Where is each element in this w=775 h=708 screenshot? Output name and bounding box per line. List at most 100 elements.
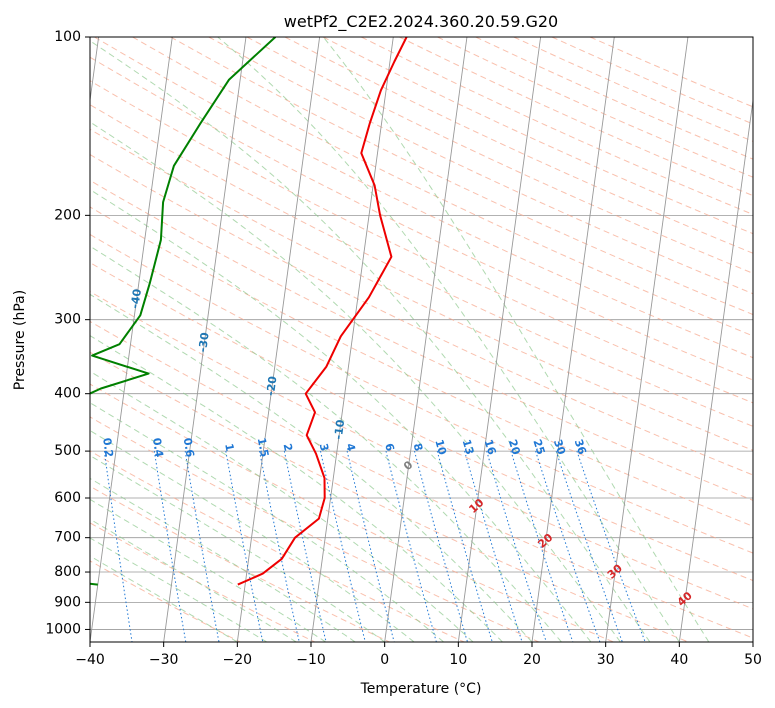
moist-adiabat <box>90 245 562 642</box>
mixing-ratio-label: 1.5 <box>255 437 272 459</box>
y-tick-label: 200 <box>54 207 81 223</box>
dry-adiabat <box>90 128 753 451</box>
isotherm-line <box>678 97 753 642</box>
mixing-ratio-label: 25 <box>530 438 547 457</box>
y-tick-label: 1000 <box>45 621 81 637</box>
mixing-ratio-label: 36 <box>572 438 589 457</box>
mixing-ratio-line <box>225 451 264 642</box>
x-tick-label: −20 <box>223 652 253 668</box>
mixing-ratio-label: 0.4 <box>150 437 166 459</box>
dry-adiabat <box>90 262 753 582</box>
isotherm-line <box>163 37 247 642</box>
mixing-ratio-line <box>464 450 523 642</box>
mixing-ratio-label: 13 <box>460 438 477 456</box>
y-axis-title: Pressure (hPa) <box>12 290 28 390</box>
y-tick-label: 400 <box>54 386 81 402</box>
mixing-ratio-label: 6 <box>382 442 397 453</box>
mixing-ratio-lines <box>103 450 646 642</box>
x-tick-label: −10 <box>296 652 326 668</box>
mixing-ratio-line <box>346 450 395 642</box>
moist-adiabat <box>90 121 621 642</box>
y-axis-ticks: 100 200 300 400 500 600 700 800 900 1000 <box>45 29 90 637</box>
moist-adiabat <box>90 40 651 642</box>
mixing-ratio-label: 0.6 <box>181 437 197 459</box>
x-tick-label: 30 <box>597 652 615 668</box>
x-axis-title: Temperature (°C) <box>360 681 482 697</box>
isotherms <box>90 37 753 642</box>
x-tick-label: 0 <box>380 652 389 668</box>
isotherm-label: -40 <box>128 288 144 310</box>
mixing-ratio-line <box>486 450 547 642</box>
moist-adiabat <box>90 537 268 642</box>
mixing-ratio-line <box>555 450 623 642</box>
mixing-ratio-line <box>535 450 601 642</box>
mixing-ratio-label: 4 <box>343 442 357 453</box>
dry-adiabat <box>90 179 753 501</box>
mixing-ratio-label: 20 <box>506 438 523 457</box>
mixing-ratio-label: 30 <box>551 438 568 457</box>
moist-adiabat <box>90 555 238 642</box>
isotherm-line <box>531 37 615 642</box>
mixing-ratio-line <box>436 450 493 642</box>
mixing-ratio-line <box>320 450 366 642</box>
x-tick-label: 20 <box>523 652 541 668</box>
mixing-ratio-label: 3 <box>317 442 331 452</box>
reference-line-labels: 0.10.20.40.611.52346810131620253036-100-… <box>100 288 695 609</box>
mixing-ratio-line <box>283 450 327 642</box>
y-tick-label: 900 <box>54 594 81 610</box>
mixing-ratio-line <box>259 451 300 642</box>
isotherm-label: -30 <box>196 331 212 353</box>
dry-adiabat <box>90 450 465 642</box>
x-tick-label: −30 <box>149 652 179 668</box>
mixing-ratio-label: 16 <box>482 438 499 457</box>
y-tick-label: 800 <box>54 564 81 580</box>
pressure-gridlines <box>90 37 753 630</box>
mixing-ratio-label: 2 <box>281 442 295 452</box>
y-tick-label: 600 <box>54 490 81 506</box>
mixing-ratio-line <box>103 451 133 642</box>
isotherm-label: -20 <box>264 375 280 397</box>
mixing-ratio-line <box>414 450 468 642</box>
isotherm-line <box>384 37 468 642</box>
moist-adiabat <box>90 402 444 642</box>
isotherm-line <box>605 37 689 642</box>
dry-adiabat <box>90 104 753 427</box>
plot-area: 0.10.20.40.611.52346810131620253036-100-… <box>90 37 753 642</box>
moist-adiabat <box>90 293 533 642</box>
mixing-ratio-label: 0.2 <box>100 437 116 458</box>
dry-adiabat <box>90 522 315 642</box>
temperature-line <box>237 37 408 586</box>
moist-adiabat <box>90 335 503 642</box>
dry-adiabat <box>90 233 753 554</box>
mixing-ratio-label: 8 <box>411 442 426 453</box>
y-tick-label: 300 <box>54 312 81 328</box>
dry-adiabat <box>90 383 614 642</box>
x-tick-label: 40 <box>670 652 688 668</box>
x-axis-ticks: −40 −30 −20 −10 0 10 20 30 40 50 <box>75 642 762 668</box>
y-tick-label: 100 <box>54 29 81 45</box>
isotherm-line <box>236 37 321 642</box>
mixing-ratio-line <box>510 450 574 642</box>
dry-adiabat <box>90 153 753 476</box>
chart-title: wetPf2_C2E2.2024.360.20.59.G20 <box>284 12 558 32</box>
mixing-ratio-label: 1 <box>222 443 236 453</box>
x-tick-label: 10 <box>449 652 467 668</box>
y-tick-label: 700 <box>54 530 81 546</box>
x-tick-label: −40 <box>75 652 105 668</box>
plot-frame <box>89 36 754 643</box>
mixing-ratio-line <box>385 450 437 642</box>
moist-adiabat <box>90 188 592 642</box>
isotherm-line <box>310 37 394 642</box>
isotherm-line <box>90 37 173 642</box>
moist-adiabat <box>90 477 356 642</box>
x-tick-label: 50 <box>744 652 762 668</box>
dewpoint-line <box>90 37 277 586</box>
dry-adiabat <box>90 416 540 642</box>
isotherm-label: -10 <box>332 418 348 440</box>
moist-adiabat <box>90 454 385 642</box>
moist-adiabat <box>90 518 297 642</box>
mixing-ratio-label: 10 <box>432 438 449 457</box>
y-tick-label: 500 <box>54 443 81 459</box>
moist-adiabat <box>217 37 680 642</box>
